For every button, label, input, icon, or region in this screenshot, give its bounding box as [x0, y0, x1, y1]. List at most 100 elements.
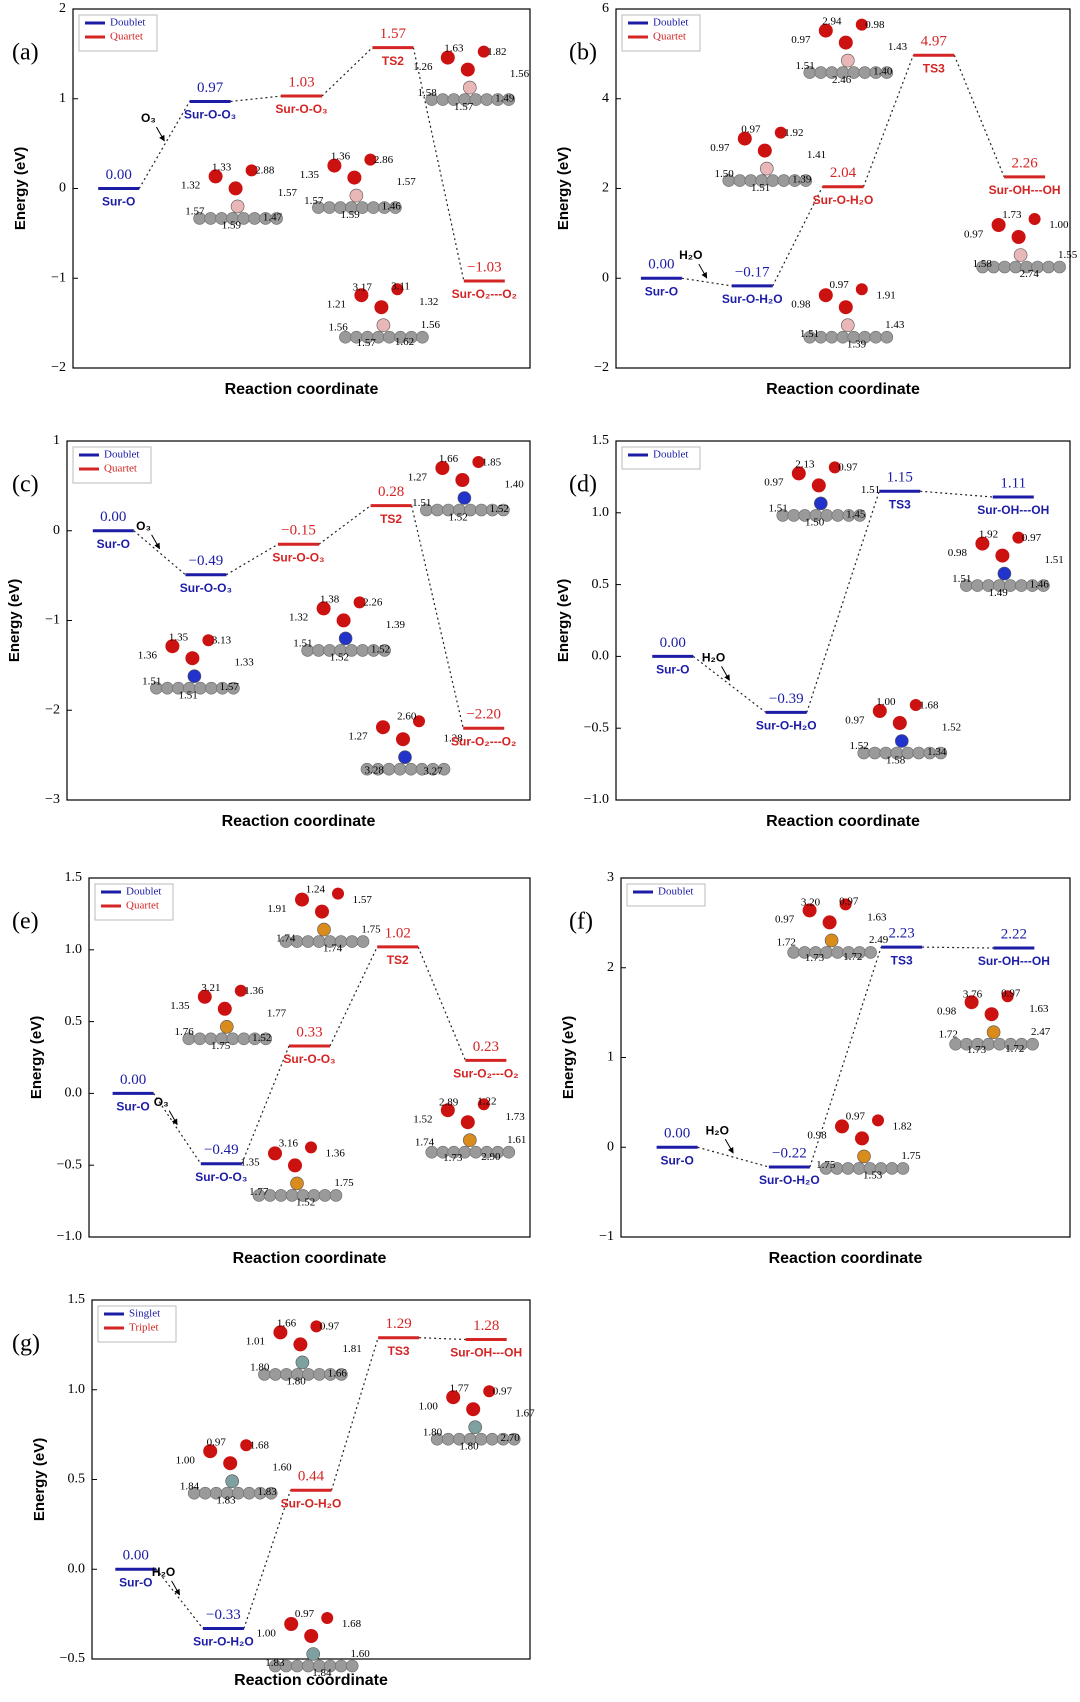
panel: −3 −2 −1 0 1 Energy (eV) Reaction coordinate (c…	[6, 433, 531, 830]
bond-length-label: 1.72	[777, 937, 796, 949]
bond-length-label: 0.98	[948, 547, 968, 559]
oxygen-atom	[838, 300, 853, 315]
slab-atom	[853, 509, 867, 522]
slab-atom	[993, 1037, 1006, 1051]
value-label: 0.00	[648, 257, 674, 273]
bond-length-label: 1.83	[257, 1486, 277, 1498]
oxygen-atom	[391, 283, 404, 296]
y-tick-label: 0.0	[68, 1561, 86, 1576]
bond-length-label: 1.39	[847, 338, 867, 350]
panel-label: (g)	[12, 1331, 40, 1357]
oxygen-atom	[336, 613, 351, 628]
dopant-atom	[468, 1420, 483, 1434]
oxygen-atom	[208, 169, 223, 184]
legend-label: Doublet	[658, 886, 693, 898]
bond-length-label: 1.66	[439, 453, 459, 465]
bond-length-label: 2.89	[439, 1097, 459, 1109]
bond-length-label: 1.73	[967, 1044, 987, 1056]
slab-atom	[431, 503, 444, 517]
slab-atom	[198, 1486, 212, 1500]
connector	[226, 543, 279, 576]
slab-atom	[1042, 260, 1055, 274]
bond-length-label: 1.57	[454, 101, 474, 113]
legend: Doublet Quartet	[72, 446, 152, 484]
slab-atom	[502, 93, 516, 106]
connector	[692, 655, 767, 713]
bond-length-label: 1.66	[277, 1317, 297, 1329]
annotation: H₂O	[152, 1565, 175, 1579]
value-label: 0.97	[197, 80, 224, 96]
panel-label: (f)	[569, 909, 593, 935]
bond-length-label: 1.50	[805, 517, 825, 529]
oxygen-atom	[440, 1103, 455, 1118]
bond-length-label: 1.66	[328, 1367, 348, 1379]
bond-length-label: 1.51	[1045, 554, 1064, 566]
connector	[772, 186, 824, 287]
slab-atom	[269, 1368, 282, 1381]
value-label: 0.00	[120, 1072, 146, 1088]
state-label: Sur-O	[116, 1100, 149, 1114]
y-tick-label: 1.5	[592, 433, 610, 448]
y-tick-label: 1	[59, 91, 66, 106]
dopant-atom	[398, 750, 412, 765]
bond-length-label: 1.92	[784, 127, 803, 139]
y-tick-label: −1	[599, 1229, 614, 1244]
slab-atom	[971, 579, 984, 592]
bond-length-label: 1.61	[507, 1134, 526, 1146]
oxygen-atom	[293, 1337, 308, 1352]
value-label: 0.44	[298, 1469, 325, 1485]
legend-label: Triplet	[129, 1322, 159, 1334]
state-label: Sur-O₂---O₂	[452, 287, 517, 301]
oxygen-atom	[1012, 531, 1025, 544]
oxygen-atom	[245, 164, 258, 177]
state-label: TS3	[388, 1344, 410, 1358]
slab-atom	[880, 330, 894, 344]
bond-length-label: 0.97	[1001, 988, 1021, 1000]
state-label: Sur-O-H₂O	[813, 193, 874, 207]
bond-length-label: 2.94	[822, 16, 842, 28]
value-label: 1.15	[887, 470, 913, 486]
bond-length-label: 3.27	[423, 766, 443, 778]
y-tick-label: −0.5	[60, 1651, 85, 1666]
bond-length-label: 0.98	[937, 1005, 957, 1017]
bond-length-label: 1.57	[278, 187, 298, 199]
connector	[920, 490, 993, 498]
bond-length-label: 1.52	[371, 643, 390, 655]
bond-length-label: 1.77	[249, 1186, 269, 1198]
legend-box	[621, 14, 701, 52]
state-label: Sur-OH---OH	[450, 1346, 522, 1360]
legend-label: Quartet	[653, 31, 686, 43]
bond-length-label: 1.01	[246, 1336, 265, 1348]
bond-length-label: 1.21	[327, 298, 346, 310]
bond-length-label: 1.57	[357, 337, 377, 349]
state-label: Sur-O	[119, 1575, 152, 1589]
slab-atom	[345, 935, 359, 948]
connector	[419, 1337, 466, 1341]
connector	[241, 1045, 290, 1164]
x-axis-label: Reaction coordinate	[225, 381, 379, 398]
state-label: Sur-O	[102, 195, 135, 209]
oxygen-atom	[413, 715, 425, 728]
bond-length-label: 2.90	[481, 1151, 501, 1163]
y-tick-label: 1	[53, 433, 60, 448]
bond-length-label: 1.27	[408, 471, 428, 483]
dopant-atom	[457, 491, 472, 505]
dopant-atom	[813, 496, 828, 511]
legend: Doublet Quartet	[94, 883, 174, 921]
oxygen-atom	[818, 23, 833, 38]
bond-length-label: 2.70	[500, 1432, 520, 1444]
value-label: 2.23	[889, 926, 915, 942]
bond-length-label: 1.52	[850, 740, 869, 752]
state-label: TS2	[380, 512, 402, 526]
bond-length-label: 0.98	[791, 298, 811, 310]
y-tick-label: 2	[607, 960, 614, 975]
slab-atom	[161, 681, 174, 695]
annotation-arrow	[168, 1110, 178, 1126]
dopant-atom	[1013, 248, 1028, 262]
bond-length-label: 1.39	[792, 174, 812, 186]
legend-label: Singlet	[129, 1308, 160, 1320]
y-tick-label: −1.0	[584, 792, 609, 807]
slab-atom	[998, 260, 1011, 274]
bond-length-label: 1.58	[973, 258, 993, 270]
state-label: Sur-O	[645, 284, 678, 298]
